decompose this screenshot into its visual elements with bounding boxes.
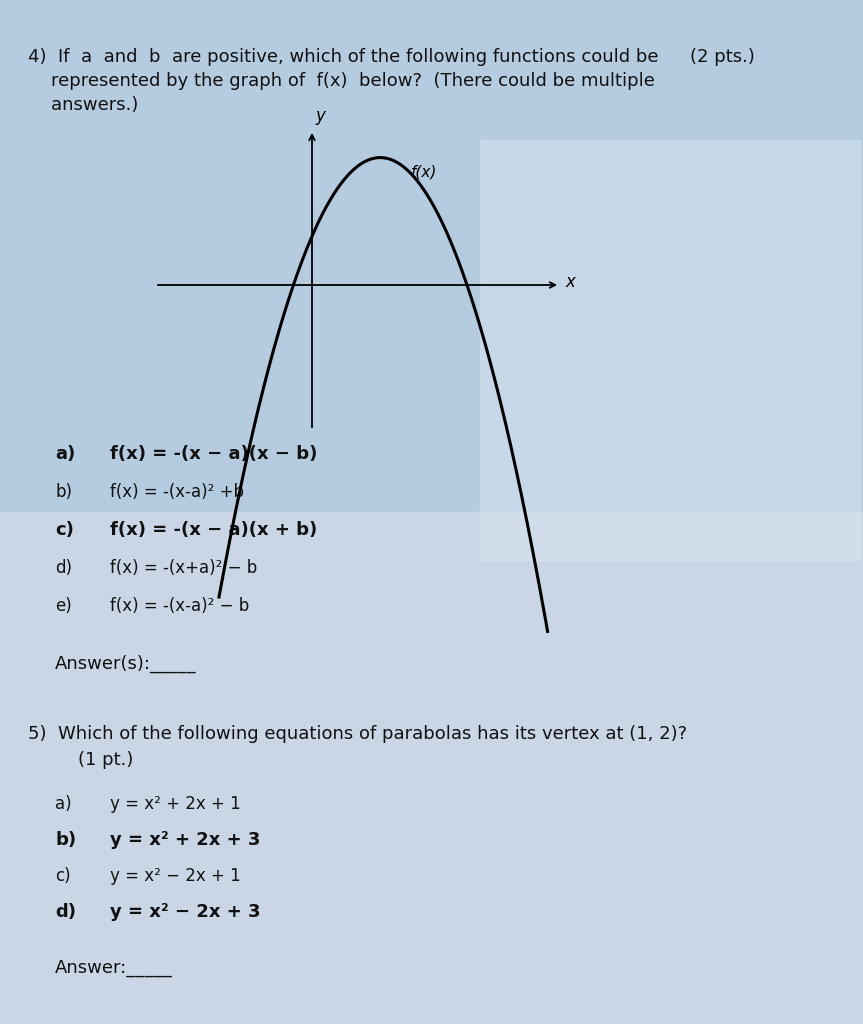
Text: y = x² + 2x + 1: y = x² + 2x + 1 [110,795,241,813]
Text: e): e) [55,597,72,615]
Text: b): b) [55,483,72,501]
Text: f(x) = -(x − a)(x − b): f(x) = -(x − a)(x − b) [110,445,318,463]
Text: c): c) [55,521,74,539]
Text: d): d) [55,903,76,921]
Text: f(x): f(x) [411,164,438,179]
Text: b): b) [55,831,76,849]
Text: f(x) = -(x+a)² − b: f(x) = -(x+a)² − b [110,559,257,577]
Bar [0,512,863,1024]
Text: (1 pt.): (1 pt.) [55,751,134,769]
Text: Answer:_____: Answer:_____ [55,959,173,977]
Text: a): a) [55,795,72,813]
Text: 4)  If  a  and  b  are positive, which of the following functions could be: 4) If a and b are positive, which of the… [28,48,658,66]
Text: a): a) [55,445,75,463]
Text: f(x) = -(x-a)² +b: f(x) = -(x-a)² +b [110,483,244,501]
Text: c): c) [55,867,71,885]
Text: y: y [315,106,324,125]
Text: 5)  Which of the following equations of parabolas has its vertex at (1, 2)?: 5) Which of the following equations of p… [28,725,687,743]
Text: answers.): answers.) [28,96,138,114]
Text: Answer(s):_____: Answer(s):_____ [55,655,197,673]
Text: (2 pts.): (2 pts.) [690,48,755,66]
Text: represented by the graph of  f(x)  below?  (There could be multiple: represented by the graph of f(x) below? … [28,72,655,90]
Text: f(x) = -(x-a)² − b: f(x) = -(x-a)² − b [110,597,249,615]
Text: d): d) [55,559,72,577]
Text: x: x [565,273,575,291]
Text: f(x) = -(x − a)(x + b): f(x) = -(x − a)(x + b) [110,521,318,539]
Text: y = x² + 2x + 3: y = x² + 2x + 3 [110,831,261,849]
Text: y = x² − 2x + 1: y = x² − 2x + 1 [110,867,241,885]
Text: y = x² − 2x + 3: y = x² − 2x + 3 [110,903,261,921]
Bar [0,0,863,512]
Bar [480,140,860,560]
